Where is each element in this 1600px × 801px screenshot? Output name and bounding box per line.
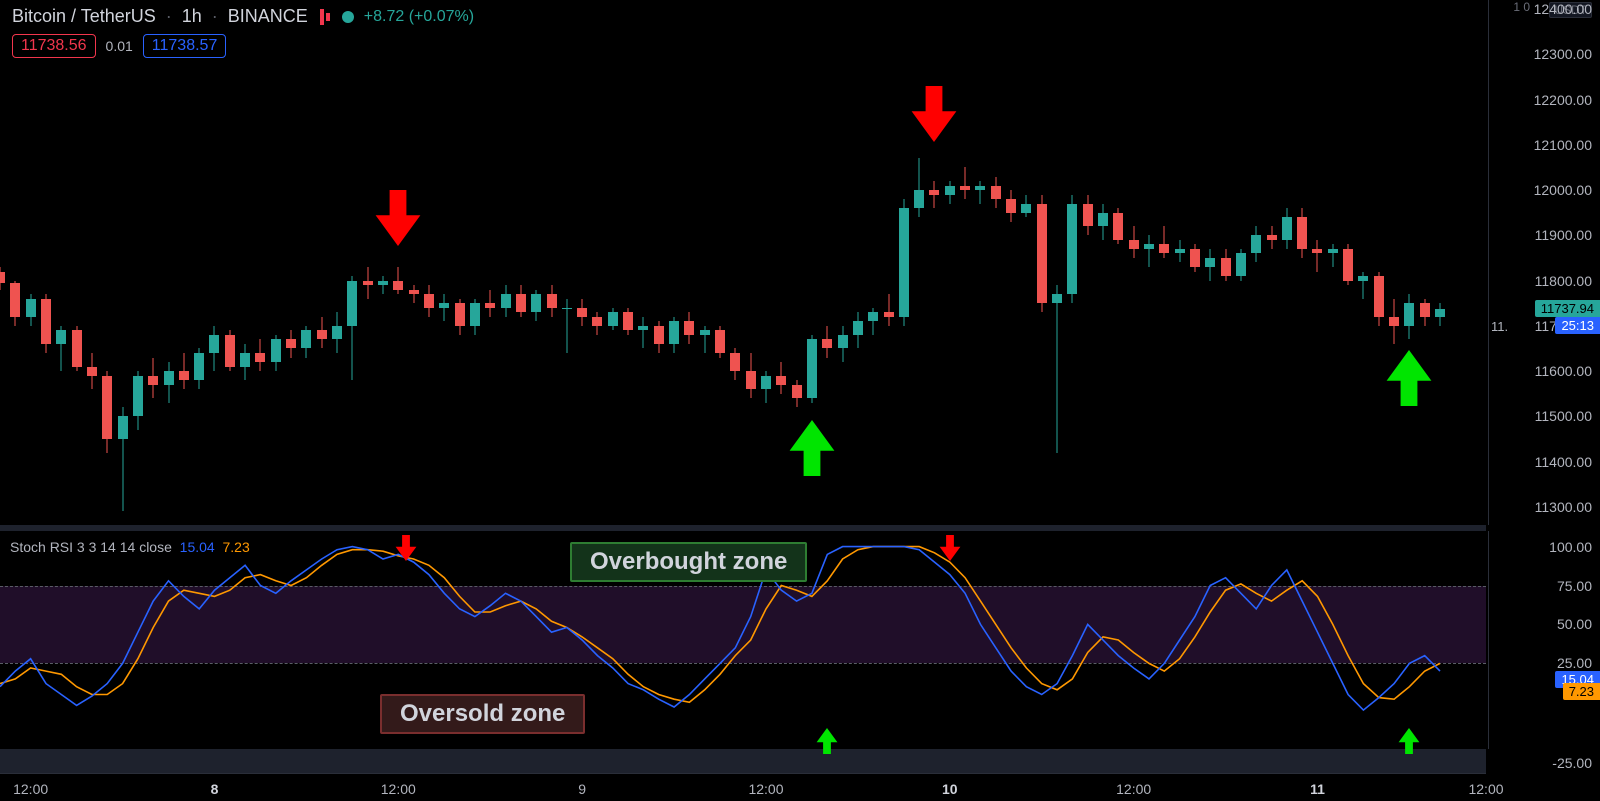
- price-tick: 11600.00: [1535, 363, 1592, 379]
- stoch-tick: -25.00: [1552, 755, 1592, 771]
- sell-arrow-icon: [393, 535, 419, 561]
- stoch-tick: 75.00: [1557, 578, 1592, 594]
- time-tick: 10: [942, 781, 958, 797]
- last-price-label: 11737.94: [1535, 300, 1600, 317]
- time-tick: 12:00: [1116, 781, 1151, 797]
- time-tick: 9: [578, 781, 586, 797]
- time-axis[interactable]: 12:00812:00912:001012:001112:00: [0, 773, 1486, 801]
- time-tick: 11: [1310, 781, 1325, 797]
- stoch-axis[interactable]: 100.0075.0050.0025.00-25.0015.047.23: [1488, 531, 1600, 749]
- price-tick: 11900.00: [1535, 227, 1592, 243]
- price-tick: 11300.00: [1535, 499, 1592, 515]
- time-tick: 12:00: [748, 781, 783, 797]
- indicator-name[interactable]: Stoch RSI 3 3 14 14 close: [10, 539, 172, 555]
- countdown-label: 25:13: [1555, 317, 1600, 334]
- price-tick: 11800.00: [1535, 273, 1592, 289]
- price-tick: 12400.00: [1534, 1, 1592, 17]
- sell-arrow-icon: [937, 535, 963, 561]
- overbought-zone-label: Overbought zone: [570, 542, 807, 582]
- buy-arrow-icon: [1381, 350, 1437, 406]
- sell-arrow-icon: [370, 190, 426, 246]
- price-tick: 12000.00: [1534, 182, 1592, 198]
- sell-arrow-icon: [906, 86, 962, 142]
- time-tick: 12:00: [381, 781, 416, 797]
- buy-arrow-icon: [814, 728, 840, 754]
- axis-corner-label: 1 0: [1513, 0, 1530, 14]
- pane-separator[interactable]: [0, 749, 1486, 773]
- price-tick: 12100.00: [1534, 137, 1592, 153]
- stoch-k-value: 15.04: [180, 539, 215, 555]
- buy-arrow-icon: [1396, 728, 1422, 754]
- stoch-tick: 50.00: [1557, 616, 1592, 632]
- price-pane[interactable]: [0, 0, 1486, 525]
- buy-arrow-icon: [784, 420, 840, 476]
- price-tick: 12200.00: [1534, 92, 1592, 108]
- price-tick: 12300.00: [1534, 46, 1592, 62]
- time-tick: 12:00: [13, 781, 48, 797]
- stoch-tick: 25.00: [1557, 655, 1592, 671]
- stoch-d-label: 7.23: [1563, 683, 1600, 700]
- price-axis[interactable]: USDT 12400.0012300.0012200.0012100.00120…: [1488, 0, 1600, 525]
- stoch-tick: 100.00: [1549, 539, 1592, 555]
- oversold-zone-label: Oversold zone: [380, 694, 585, 734]
- axis-truncated-label: 11.: [1491, 319, 1508, 334]
- price-tick: 11400.00: [1535, 454, 1592, 470]
- time-tick: 8: [211, 781, 219, 797]
- time-tick: 12:00: [1468, 781, 1503, 797]
- price-tick: 11500.00: [1535, 408, 1592, 424]
- stoch-title: Stoch RSI 3 3 14 14 close 15.04 7.23: [10, 539, 250, 555]
- stoch-d-value: 7.23: [222, 539, 249, 555]
